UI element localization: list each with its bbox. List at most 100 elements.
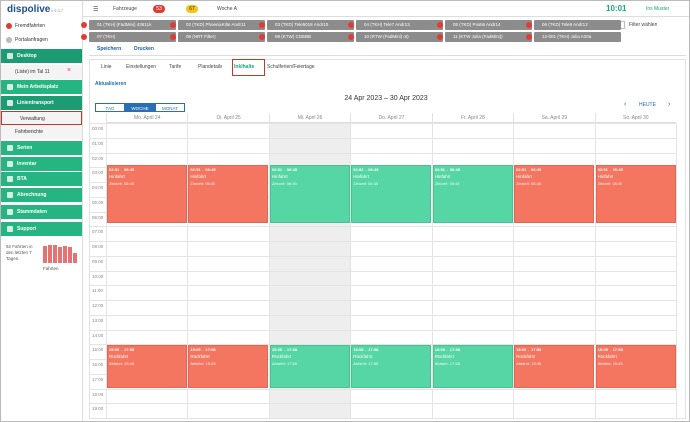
event-dash: - (609, 347, 611, 353)
badge[interactable]: 67 (186, 5, 198, 13)
event[interactable] (595, 345, 676, 388)
vehicle-chip[interactable]: 11 (KTW Julia (FadMini)) (445, 32, 532, 42)
event[interactable] (107, 345, 187, 388)
sidebar-item[interactable]: Mein Arbeitsplatz (1, 80, 82, 94)
day-header: Do. April 27 (350, 113, 432, 123)
column-line (431, 123, 433, 418)
hour-label: 11:00 (92, 288, 103, 294)
hour-label: 03:00 (92, 170, 104, 176)
event-start: 02:51 (271, 167, 283, 173)
icon (7, 84, 13, 90)
event[interactable] (432, 165, 513, 223)
event[interactable] (269, 165, 350, 223)
event[interactable] (351, 165, 432, 223)
close-icon[interactable]: × (67, 67, 72, 74)
tab[interactable]: Einstellungen (126, 64, 157, 70)
event[interactable] (432, 345, 513, 388)
event[interactable] (188, 165, 269, 223)
tab[interactable]: Schulferien/Feiertage (267, 64, 315, 70)
sidebar-item[interactable]: Fahrberichte (1, 125, 82, 139)
event[interactable] (514, 345, 595, 388)
event[interactable] (351, 345, 432, 388)
event-title: Hinfahrt (434, 174, 451, 180)
event[interactable] (269, 345, 350, 388)
event[interactable] (514, 165, 595, 223)
hour-line (90, 344, 676, 346)
event-end: 17:58 (612, 347, 623, 353)
vehicle-chip[interactable]: 07 (TKH) (89, 32, 176, 42)
event[interactable] (107, 165, 187, 223)
hour-line (90, 270, 676, 272)
tab[interactable]: Linie (101, 64, 112, 70)
logo[interactable]: dispolive (7, 4, 51, 15)
stats-text: 92 Fahrten in den letzten 7 Tagen. (6, 244, 33, 261)
sidebar-item[interactable]: Inventar (1, 157, 82, 171)
bar (73, 253, 77, 263)
sidebar-item[interactable]: Serien (1, 141, 82, 155)
event-end: 06:45 (286, 167, 298, 173)
sidebar-item[interactable]: (Liste) im Tal 11 (1, 65, 82, 79)
badge[interactable]: 53 (153, 5, 165, 13)
view-button[interactable]: WOCHE (125, 103, 155, 112)
toolbar-button[interactable]: Speichern (97, 46, 122, 52)
user[interactable]: Ins Muster (646, 6, 670, 12)
view-button[interactable]: TAG (95, 103, 125, 112)
next-button[interactable]: › (668, 101, 671, 108)
event-detail: Zielzeit: 06:45 (516, 181, 542, 187)
sidebar-item[interactable]: Linientransport (1, 96, 82, 110)
tab[interactable]: Plandetails (198, 64, 223, 70)
filter[interactable]: Filter wählen (629, 22, 658, 28)
refresh[interactable]: Aktualisieren (95, 81, 127, 87)
event-detail: Zielzeit: 06:45 (109, 181, 134, 187)
highlight-box (232, 59, 265, 76)
vehicle-chip[interactable]: 03 (TKD) Tele5018 Andr10 (267, 20, 354, 30)
toolbar-button[interactable]: Drucken (134, 46, 155, 52)
sidebar-item[interactable]: BTA (1, 172, 82, 186)
bar (43, 246, 47, 263)
icon (348, 22, 354, 28)
vehicle-chip[interactable]: 10 (RTW (FadMini) ot) (356, 32, 443, 42)
tab[interactable]: Inklhalte (234, 64, 255, 70)
clock: 10:01 (606, 4, 627, 13)
sidebar-item[interactable]: Abrechnung (1, 188, 82, 202)
sidebar-item[interactable]: Support (1, 222, 82, 236)
event-end: 17:58 (286, 347, 298, 353)
vehicle-chip[interactable]: 05 (TKD) Posti6 Andr14 (445, 20, 532, 30)
vehicle-chip[interactable]: 08 (NRT Filter) (178, 32, 265, 42)
event-title: Rückfahrt (271, 354, 292, 360)
sidebar-item[interactable]: Portalanfragen (1, 33, 82, 47)
sidebar-item[interactable]: Verwaltung (1, 111, 82, 125)
vehicle-chip[interactable]: 12-001 (TKH) Julia A20a (534, 32, 621, 42)
event-dash: - (283, 347, 286, 353)
icon (437, 22, 443, 28)
vehicle-chip[interactable]: 06 (TKD) Tele9 Andr12 (534, 20, 621, 30)
event[interactable] (595, 165, 676, 223)
icon (170, 22, 176, 28)
hour-label: 00:00 (92, 126, 104, 131)
event-title: Rückfahrt (109, 354, 129, 360)
event-title: Rückfahrt (190, 354, 210, 360)
event[interactable] (188, 345, 269, 388)
event-detail: Abfahrt: 15:45 (516, 361, 542, 367)
today-button[interactable]: HEUTE (639, 102, 656, 108)
event-dash: - (365, 347, 367, 353)
day-header: Mo. April 24 (106, 113, 188, 123)
sidebar-item[interactable]: Fremdfahrten (1, 19, 82, 33)
tab[interactable]: Tarife (169, 64, 182, 70)
event-start: 15:05 (597, 347, 608, 353)
day-header: Sa. April 29 (513, 113, 595, 123)
event-start: 02:51 (516, 167, 527, 173)
vehicle-chip[interactable]: 09 (KTW) CDEBB (267, 32, 354, 42)
vehicle-chip[interactable]: 02 (TKD) PhoenixKilte Andr11 (178, 20, 265, 30)
icon (7, 226, 13, 232)
event-start: 15:05 (271, 347, 283, 353)
vehicle-chip[interactable]: 04 (TKH) Tele7 Andr13 (356, 20, 443, 30)
view-button[interactable]: MONAT (155, 103, 185, 112)
menu-icon[interactable]: ☰ (93, 7, 99, 13)
hour-label: 02:00 (92, 155, 104, 161)
sidebar-item[interactable]: Stammdaten (1, 205, 82, 219)
prev-button[interactable]: ‹ (624, 101, 627, 108)
vehicle-chip[interactable]: 01 (TKH) (FadMini) 4361Lk (89, 20, 176, 30)
vehicles-link[interactable]: Fahrzeuge (113, 6, 137, 12)
sidebar-item[interactable]: Desktop (1, 49, 82, 63)
